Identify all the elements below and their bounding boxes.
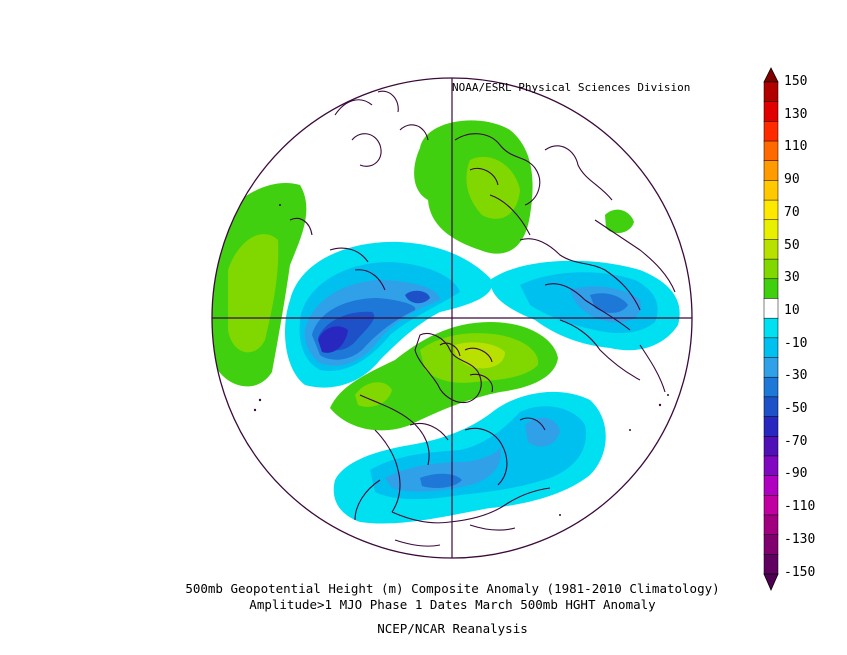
coastlines (289, 90, 676, 547)
map-boundary (211, 77, 693, 559)
colorbar-tick-label: 30 (784, 270, 800, 286)
colorbar-swatch (763, 317, 779, 339)
islands (253, 204, 669, 516)
colorbar-tick-label: -130 (784, 531, 816, 547)
colorbar-tick-label: -150 (784, 564, 816, 580)
colorbar-swatch (763, 514, 779, 536)
colorbar-tick-label: 90 (784, 172, 800, 188)
colorbar-tick-label: 10 (784, 302, 800, 318)
colorbar (763, 67, 779, 591)
caption-line-1: 500mb Geopotential Height (m) Composite … (185, 581, 720, 596)
colorbar-swatch (763, 140, 779, 162)
credit-label: NOAA/ESRL Physical Sciences Division (452, 81, 691, 94)
colorbar-swatch (763, 495, 779, 516)
negative-anomaly-north-atlantic (285, 241, 492, 388)
colorbar-swatch (763, 554, 779, 575)
colorbar-swatch (763, 455, 779, 477)
colorbar-swatch (763, 376, 779, 398)
colorbar-swatch (763, 101, 779, 122)
colorbar-swatch (763, 199, 779, 221)
colorbar-bottom-arrow (763, 573, 779, 591)
colorbar-tick-label: 70 (784, 204, 800, 220)
colorbar-top-arrow (763, 67, 779, 83)
colorbar-swatch (763, 180, 779, 201)
colorbar-swatch (763, 475, 779, 496)
colorbar-swatch (763, 396, 779, 418)
positive-anomaly-pacific (212, 183, 307, 387)
colorbar-swatch (763, 337, 779, 359)
colorbar-tick-label: 150 (784, 74, 808, 89)
colorbar-swatch (763, 278, 779, 300)
colorbar-swatch (763, 239, 779, 260)
colorbar-tick-label: -90 (784, 466, 808, 482)
colorbar-tick-label: 110 (784, 139, 808, 155)
colorbar-swatch (763, 81, 779, 103)
colorbar-swatch (763, 534, 779, 555)
positive-anomaly-europe (414, 120, 634, 254)
negative-anomaly-siberia (490, 260, 680, 351)
colorbar-swatch (763, 121, 779, 142)
caption-line-2: Amplitude>1 MJO Phase 1 Dates March 500m… (249, 597, 656, 612)
colorbar-swatch (763, 357, 779, 378)
colorbar-tick-label: -110 (784, 499, 816, 515)
colorbar-swatch (763, 298, 779, 319)
caption-line-3: NCEP/NCAR Reanalysis (377, 621, 528, 636)
anomaly-field (212, 78, 692, 558)
colorbar-swatch (763, 160, 779, 181)
colorbar-tick-label: 50 (784, 237, 800, 253)
colorbar-tick-label: 130 (784, 106, 808, 122)
colorbar-tick-label: -30 (784, 368, 808, 384)
colorbar-swatch (763, 258, 779, 280)
colorbar-tick-label: -50 (784, 401, 808, 416)
colorbar-swatch (763, 219, 779, 240)
colorbar-swatch (763, 416, 779, 437)
colorbar-swatch (763, 435, 779, 457)
colorbar-tick-label: -10 (784, 335, 808, 351)
colorbar-tick-label: -70 (784, 433, 808, 449)
